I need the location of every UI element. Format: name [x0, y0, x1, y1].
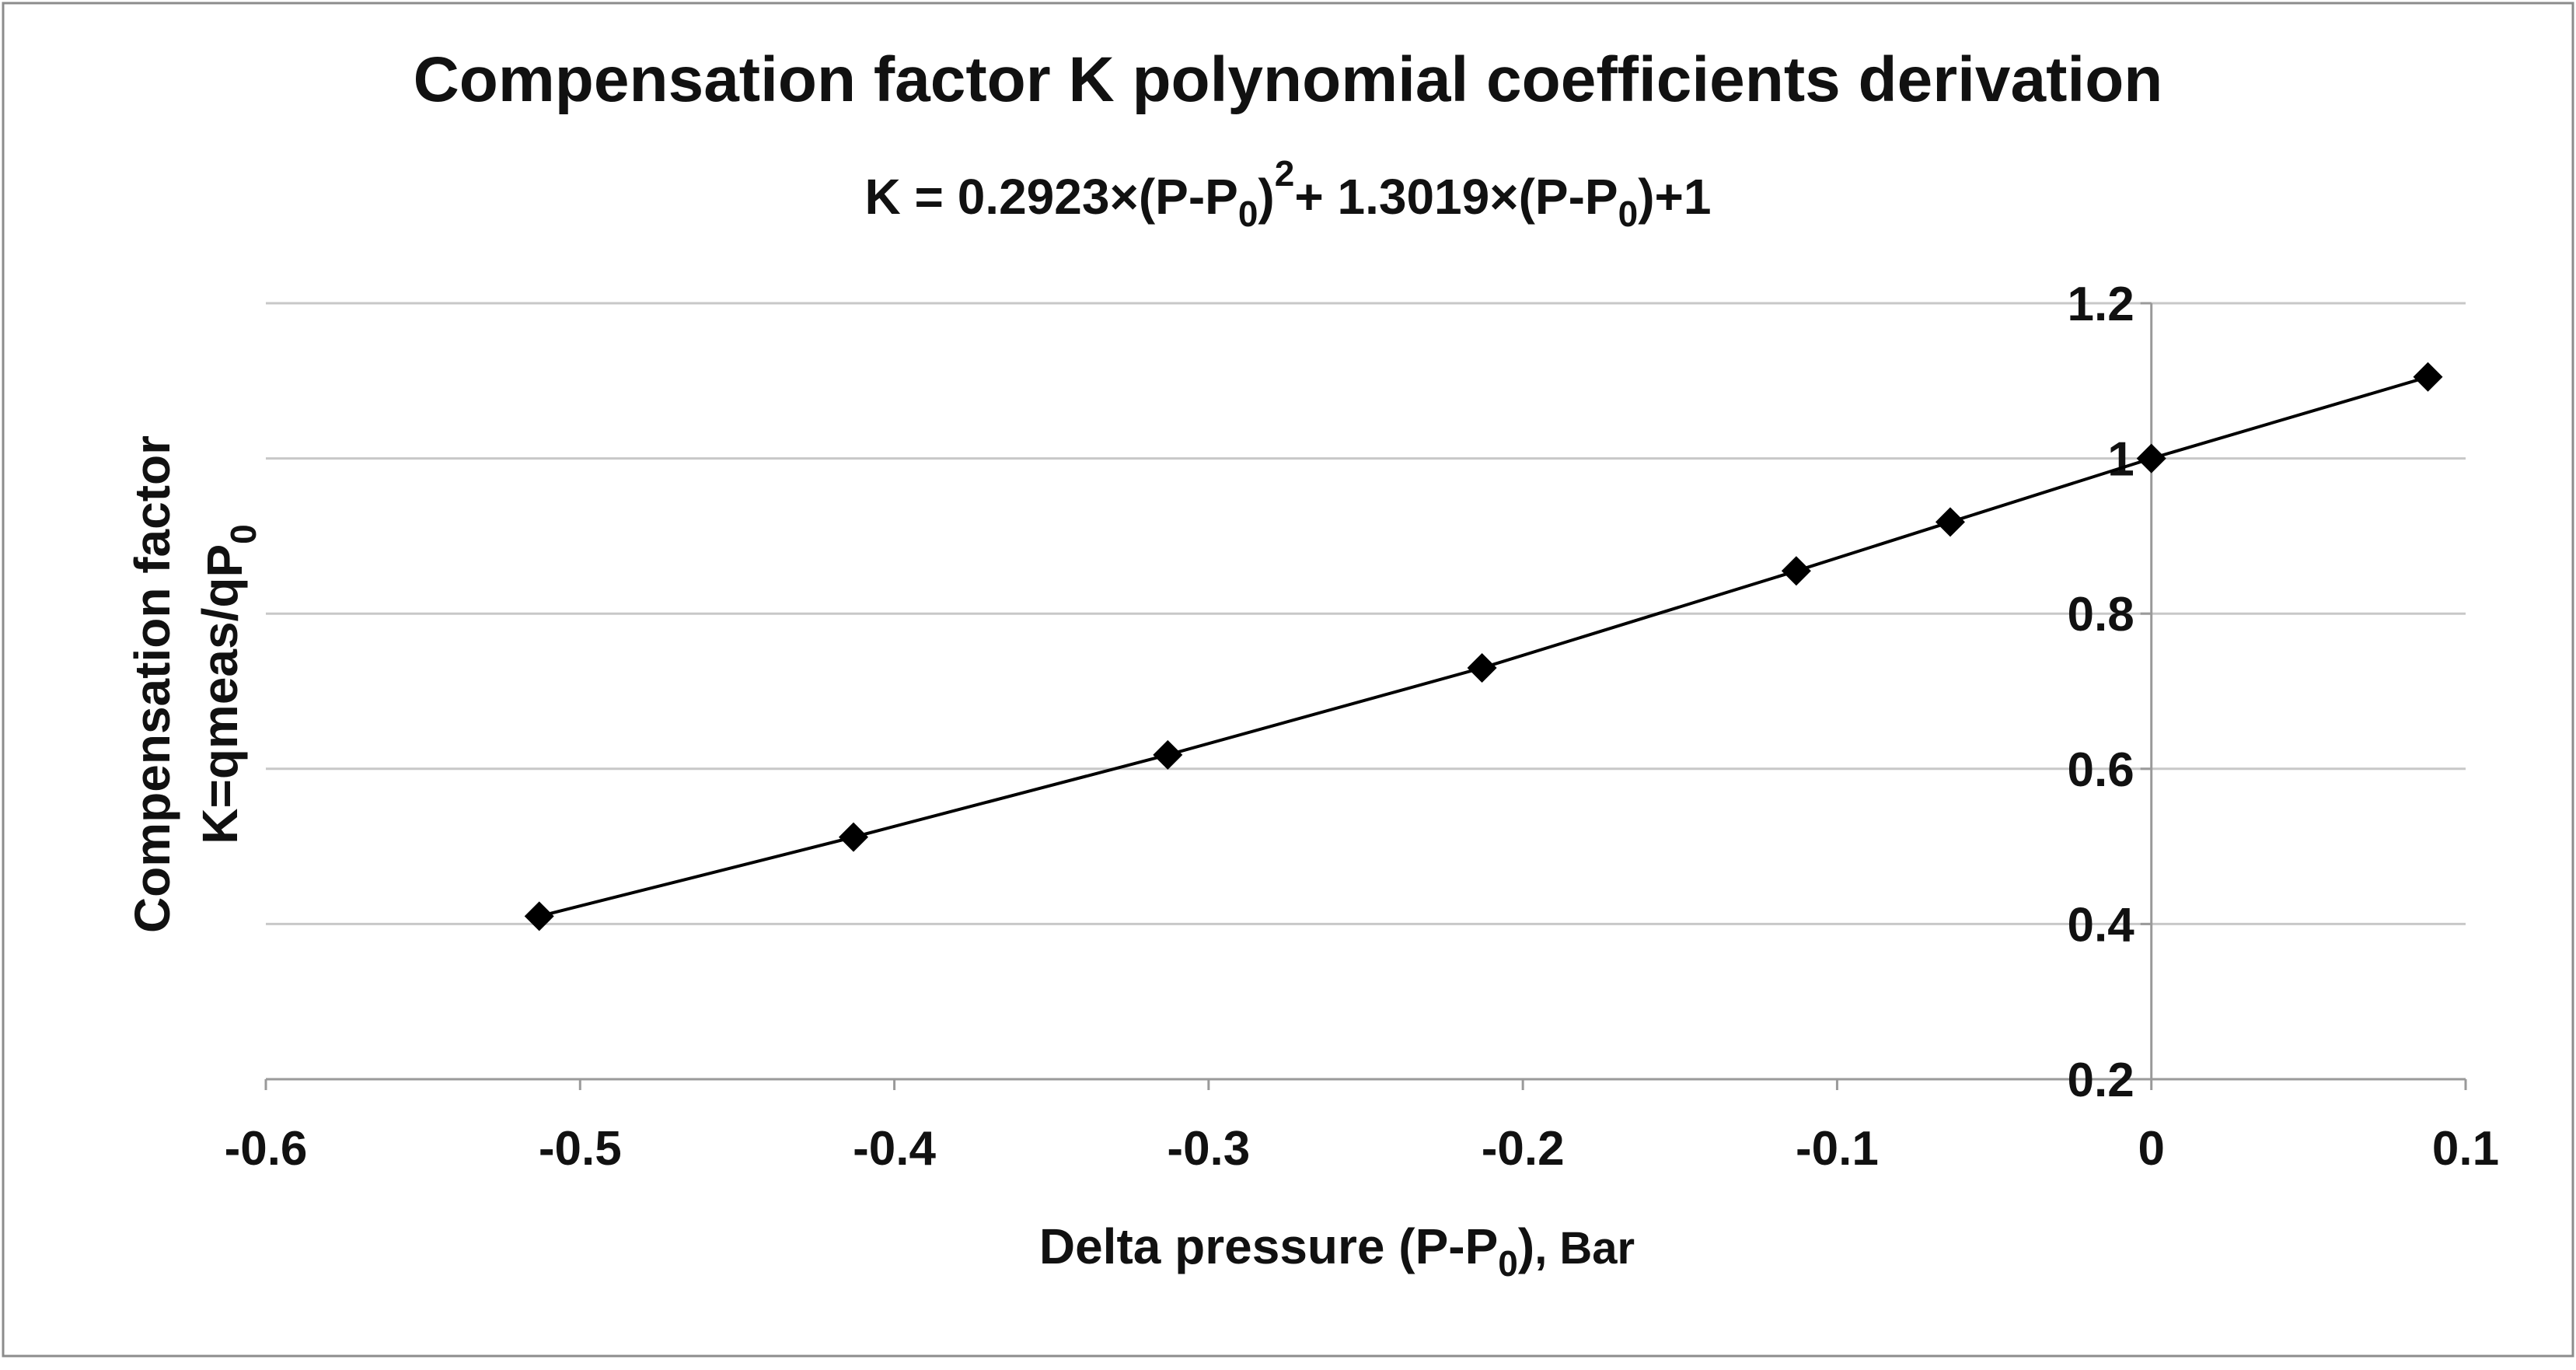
data-point: [1781, 556, 1811, 586]
x-tick-label: -0.2: [1482, 1122, 1565, 1176]
data-point: [839, 822, 869, 852]
data-point: [524, 901, 554, 931]
y-axis-label-line2: K=qmeas/qP0: [192, 524, 264, 844]
x-tick-label: -0.5: [539, 1122, 622, 1176]
chart-equation: K = 0.2923×(P-P0)2+ 1.3019×(P-P0)+1: [865, 153, 1712, 234]
x-tick-labels: -0.6 -0.5 -0.4 -0.3 -0.2 -0.1 0 0.1: [225, 1122, 2500, 1176]
x-tick-label: -0.6: [225, 1122, 308, 1176]
data-point: [1467, 653, 1497, 683]
series-line: [539, 375, 2429, 918]
x-tick-label: 0: [2138, 1122, 2164, 1176]
x-tick-label: 0.1: [2432, 1122, 2499, 1176]
x-tick-label: -0.1: [1796, 1122, 1879, 1176]
x-tick-label: -0.4: [853, 1122, 936, 1176]
y-tick-label: 0.4: [2068, 898, 2135, 952]
y-axis-label: Compensation factor K=qmeas/qP0: [124, 435, 264, 933]
x-axis-label: Delta pressure (P-P0), Bar: [1039, 1218, 1635, 1284]
y-tick-label: 1.2: [2068, 278, 2134, 331]
y-tick-labels: 0.2 0.4 0.6 0.8 1 1.2: [2068, 278, 2135, 1107]
y-tick-label: 0.6: [2068, 743, 2134, 797]
y-axis-label-line1: Compensation factor: [124, 435, 180, 933]
chart-title: Compensation factor K polynomial coeffic…: [414, 44, 2163, 115]
x-tick-label: -0.3: [1167, 1122, 1250, 1176]
y-tick-label: 0.8: [2068, 588, 2134, 641]
y-tick-label: 1: [2107, 433, 2134, 487]
grid-lines: [266, 302, 2466, 925]
data-point: [1153, 739, 1183, 770]
data-point: [1935, 507, 1965, 537]
data-point: [2136, 443, 2166, 474]
series-K: [524, 362, 2443, 931]
y-tick-label: 0.2: [2068, 1054, 2134, 1107]
data-point: [2413, 362, 2443, 392]
